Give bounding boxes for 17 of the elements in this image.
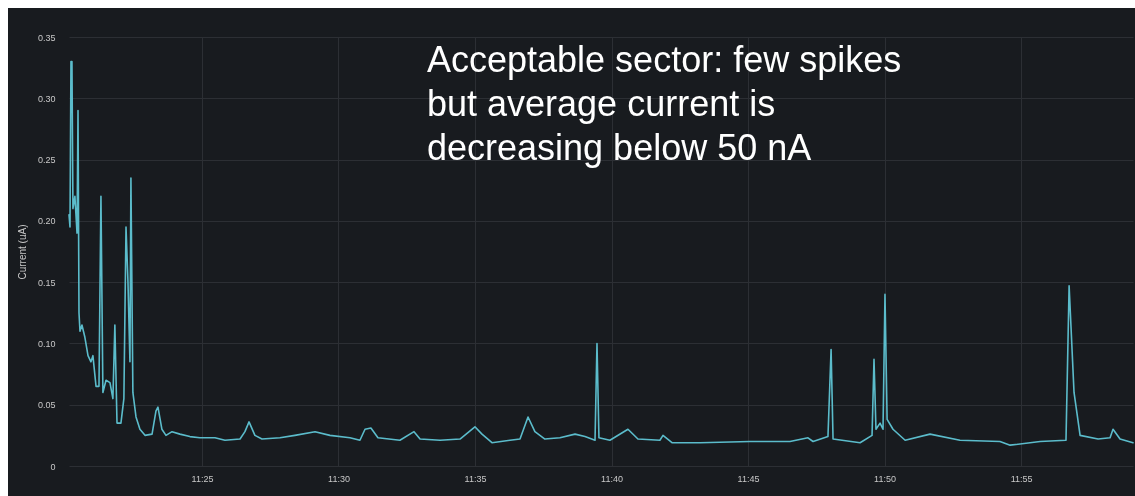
- x-tick-label: 11:25: [191, 473, 214, 484]
- x-tick-label: 11:45: [737, 473, 760, 484]
- x-tick-label: 11:55: [1010, 473, 1033, 484]
- y-tick-label: 0.25: [37, 155, 56, 166]
- y-tick-label: 0.10: [37, 338, 56, 349]
- y-tick-label: 0: [50, 461, 56, 472]
- x-tick-label: 11:35: [464, 473, 487, 484]
- y-axis-title: Current (uA): [16, 224, 28, 280]
- y-tick-label: 0.15: [37, 277, 56, 288]
- y-tick-label: 0.05: [37, 400, 56, 411]
- x-tick-label: 11:50: [874, 473, 896, 484]
- y-tick-label: 0.35: [37, 32, 56, 43]
- x-tick-label: 11:40: [601, 473, 623, 484]
- y-tick-label: 0.30: [37, 93, 56, 104]
- annotation: Acceptable sector: few spikes but average current is decreasing below 50 nA: [427, 38, 903, 170]
- x-tick-label: 11:30: [328, 473, 350, 484]
- y-tick-label: 0.20: [37, 216, 56, 227]
